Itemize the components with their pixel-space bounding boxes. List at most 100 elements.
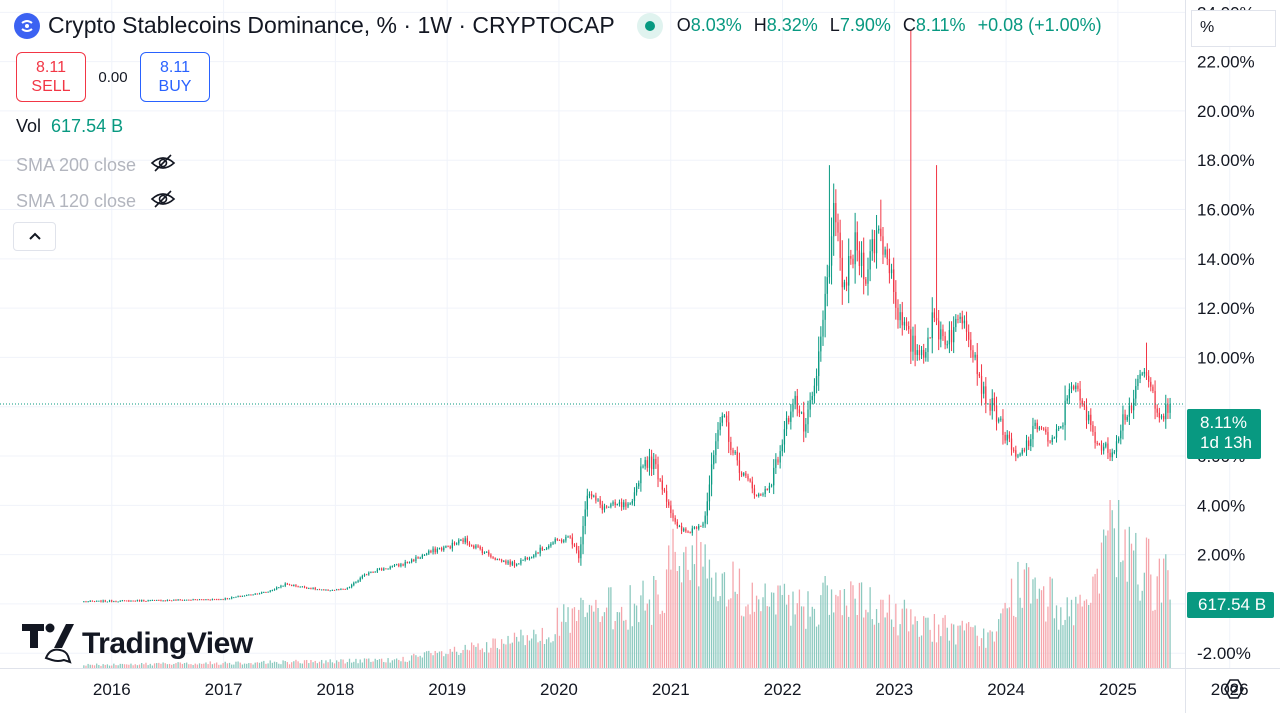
volume-bar: [1085, 599, 1088, 668]
eye-crossed-icon[interactable]: [150, 188, 176, 215]
chart-settings-button[interactable]: [1222, 677, 1246, 701]
candle-body: [811, 396, 813, 401]
candle-body: [1130, 405, 1133, 411]
candle-body: [432, 548, 434, 553]
sell-button[interactable]: 8.11 SELL: [16, 52, 86, 102]
volume-bar: [338, 661, 340, 668]
sma200-indicator-legend[interactable]: SMA 200 close: [16, 152, 176, 179]
candle-body: [119, 600, 121, 602]
candle-body: [1025, 440, 1028, 451]
volume-bar: [1145, 537, 1148, 668]
volume-bar: [644, 610, 646, 668]
volume-bar: [755, 595, 758, 668]
volume-bar: [612, 629, 614, 668]
volume-bar: [413, 653, 415, 668]
candle-body: [1023, 449, 1026, 451]
candle-body: [207, 599, 209, 601]
collapse-legend-button[interactable]: [13, 222, 56, 251]
candle-body: [878, 228, 880, 231]
scale-unit-selector[interactable]: %: [1191, 10, 1276, 47]
volume-bar: [631, 626, 633, 668]
candle-body: [248, 594, 250, 596]
sma120-indicator-legend[interactable]: SMA 120 close: [16, 188, 176, 215]
time-axis[interactable]: 2016 2017 2018 2019 2020 2021 2022 2023 2024 2025…: [93, 680, 1249, 699]
volume-bar: [453, 646, 456, 668]
volume-bar: [1008, 607, 1011, 668]
candle-body: [998, 419, 1000, 422]
volume-bar: [580, 597, 582, 668]
volume-bar: [1070, 599, 1073, 668]
candle-body: [627, 503, 629, 507]
volume-bar: [760, 611, 762, 668]
candle-body: [511, 562, 513, 565]
volume-bar: [119, 663, 121, 668]
price-tick-label: 4.00%: [1197, 496, 1245, 515]
volume-bar: [496, 647, 498, 668]
volume-bar: [100, 665, 102, 668]
candle-body: [201, 599, 203, 601]
volume-bar: [565, 622, 567, 668]
candle-body: [965, 320, 968, 332]
volume-bar: [781, 594, 783, 668]
symbol-title[interactable]: Crypto Stablecoins Dominance, % · 1W · C…: [48, 12, 615, 38]
candle-body: [740, 472, 743, 476]
volume-indicator-legend[interactable]: Vol 617.54 B: [16, 116, 123, 137]
candle-body: [565, 536, 567, 541]
volume-bar: [1139, 600, 1141, 668]
candle-body: [828, 265, 831, 278]
volume-bar: [1068, 616, 1071, 668]
candle-body: [719, 422, 721, 430]
price-tick-label: 2.00%: [1197, 546, 1245, 565]
volume-bar: [713, 596, 715, 668]
candle-body: [567, 536, 569, 538]
candle-body: [614, 502, 616, 506]
volume-bar: [1002, 608, 1004, 668]
buy-button[interactable]: 8.11 BUY: [140, 52, 210, 102]
candle-body: [483, 552, 486, 554]
volume-bar: [860, 582, 863, 668]
candle-body: [620, 502, 623, 508]
volume-bar: [595, 599, 597, 668]
candle-body: [351, 585, 353, 588]
candle-body: [734, 451, 736, 454]
volume-bar: [485, 642, 488, 668]
candle-body: [205, 599, 207, 601]
candle-body: [398, 564, 400, 567]
volume-bar: [758, 599, 760, 668]
candle-body: [503, 560, 505, 562]
candle-body: [353, 582, 355, 586]
volume-bar: [98, 664, 100, 668]
candle-body: [1088, 414, 1090, 421]
volume-bar: [753, 611, 756, 668]
time-tick-label: 2024: [987, 680, 1025, 699]
eye-crossed-icon[interactable]: [150, 152, 176, 179]
candle-body: [128, 600, 130, 602]
volume-bar: [1019, 597, 1021, 668]
candle-body: [1043, 428, 1045, 430]
candle-body: [162, 600, 164, 602]
volume-bar: [938, 624, 940, 668]
candle-body: [573, 544, 576, 546]
candle-body: [777, 459, 779, 463]
volume-bar: [899, 624, 901, 668]
candle-body: [175, 599, 177, 601]
volume-bar: [308, 663, 310, 668]
candle-body: [241, 595, 244, 597]
volume-bar: [822, 582, 824, 668]
price-axis[interactable]: 24.00%22.00%20.00%18.00%16.00%14.00%12.0…: [1197, 3, 1255, 663]
time-tick-label: 2022: [764, 680, 802, 699]
volume-bar: [331, 662, 334, 668]
candle-body: [113, 601, 115, 603]
candle-body: [616, 504, 618, 506]
candle-body: [410, 559, 413, 563]
volume-bar: [730, 598, 732, 668]
stablecoin-symbol-icon[interactable]: [14, 12, 40, 39]
tradingview-logo[interactable]: TradingView: [20, 618, 253, 669]
market-status-icon[interactable]: [636, 12, 663, 39]
volume-bar: [301, 663, 304, 668]
volume-bar: [554, 634, 556, 668]
volume-bar: [445, 653, 447, 668]
candle-body: [436, 548, 438, 553]
candle-body: [85, 601, 87, 603]
